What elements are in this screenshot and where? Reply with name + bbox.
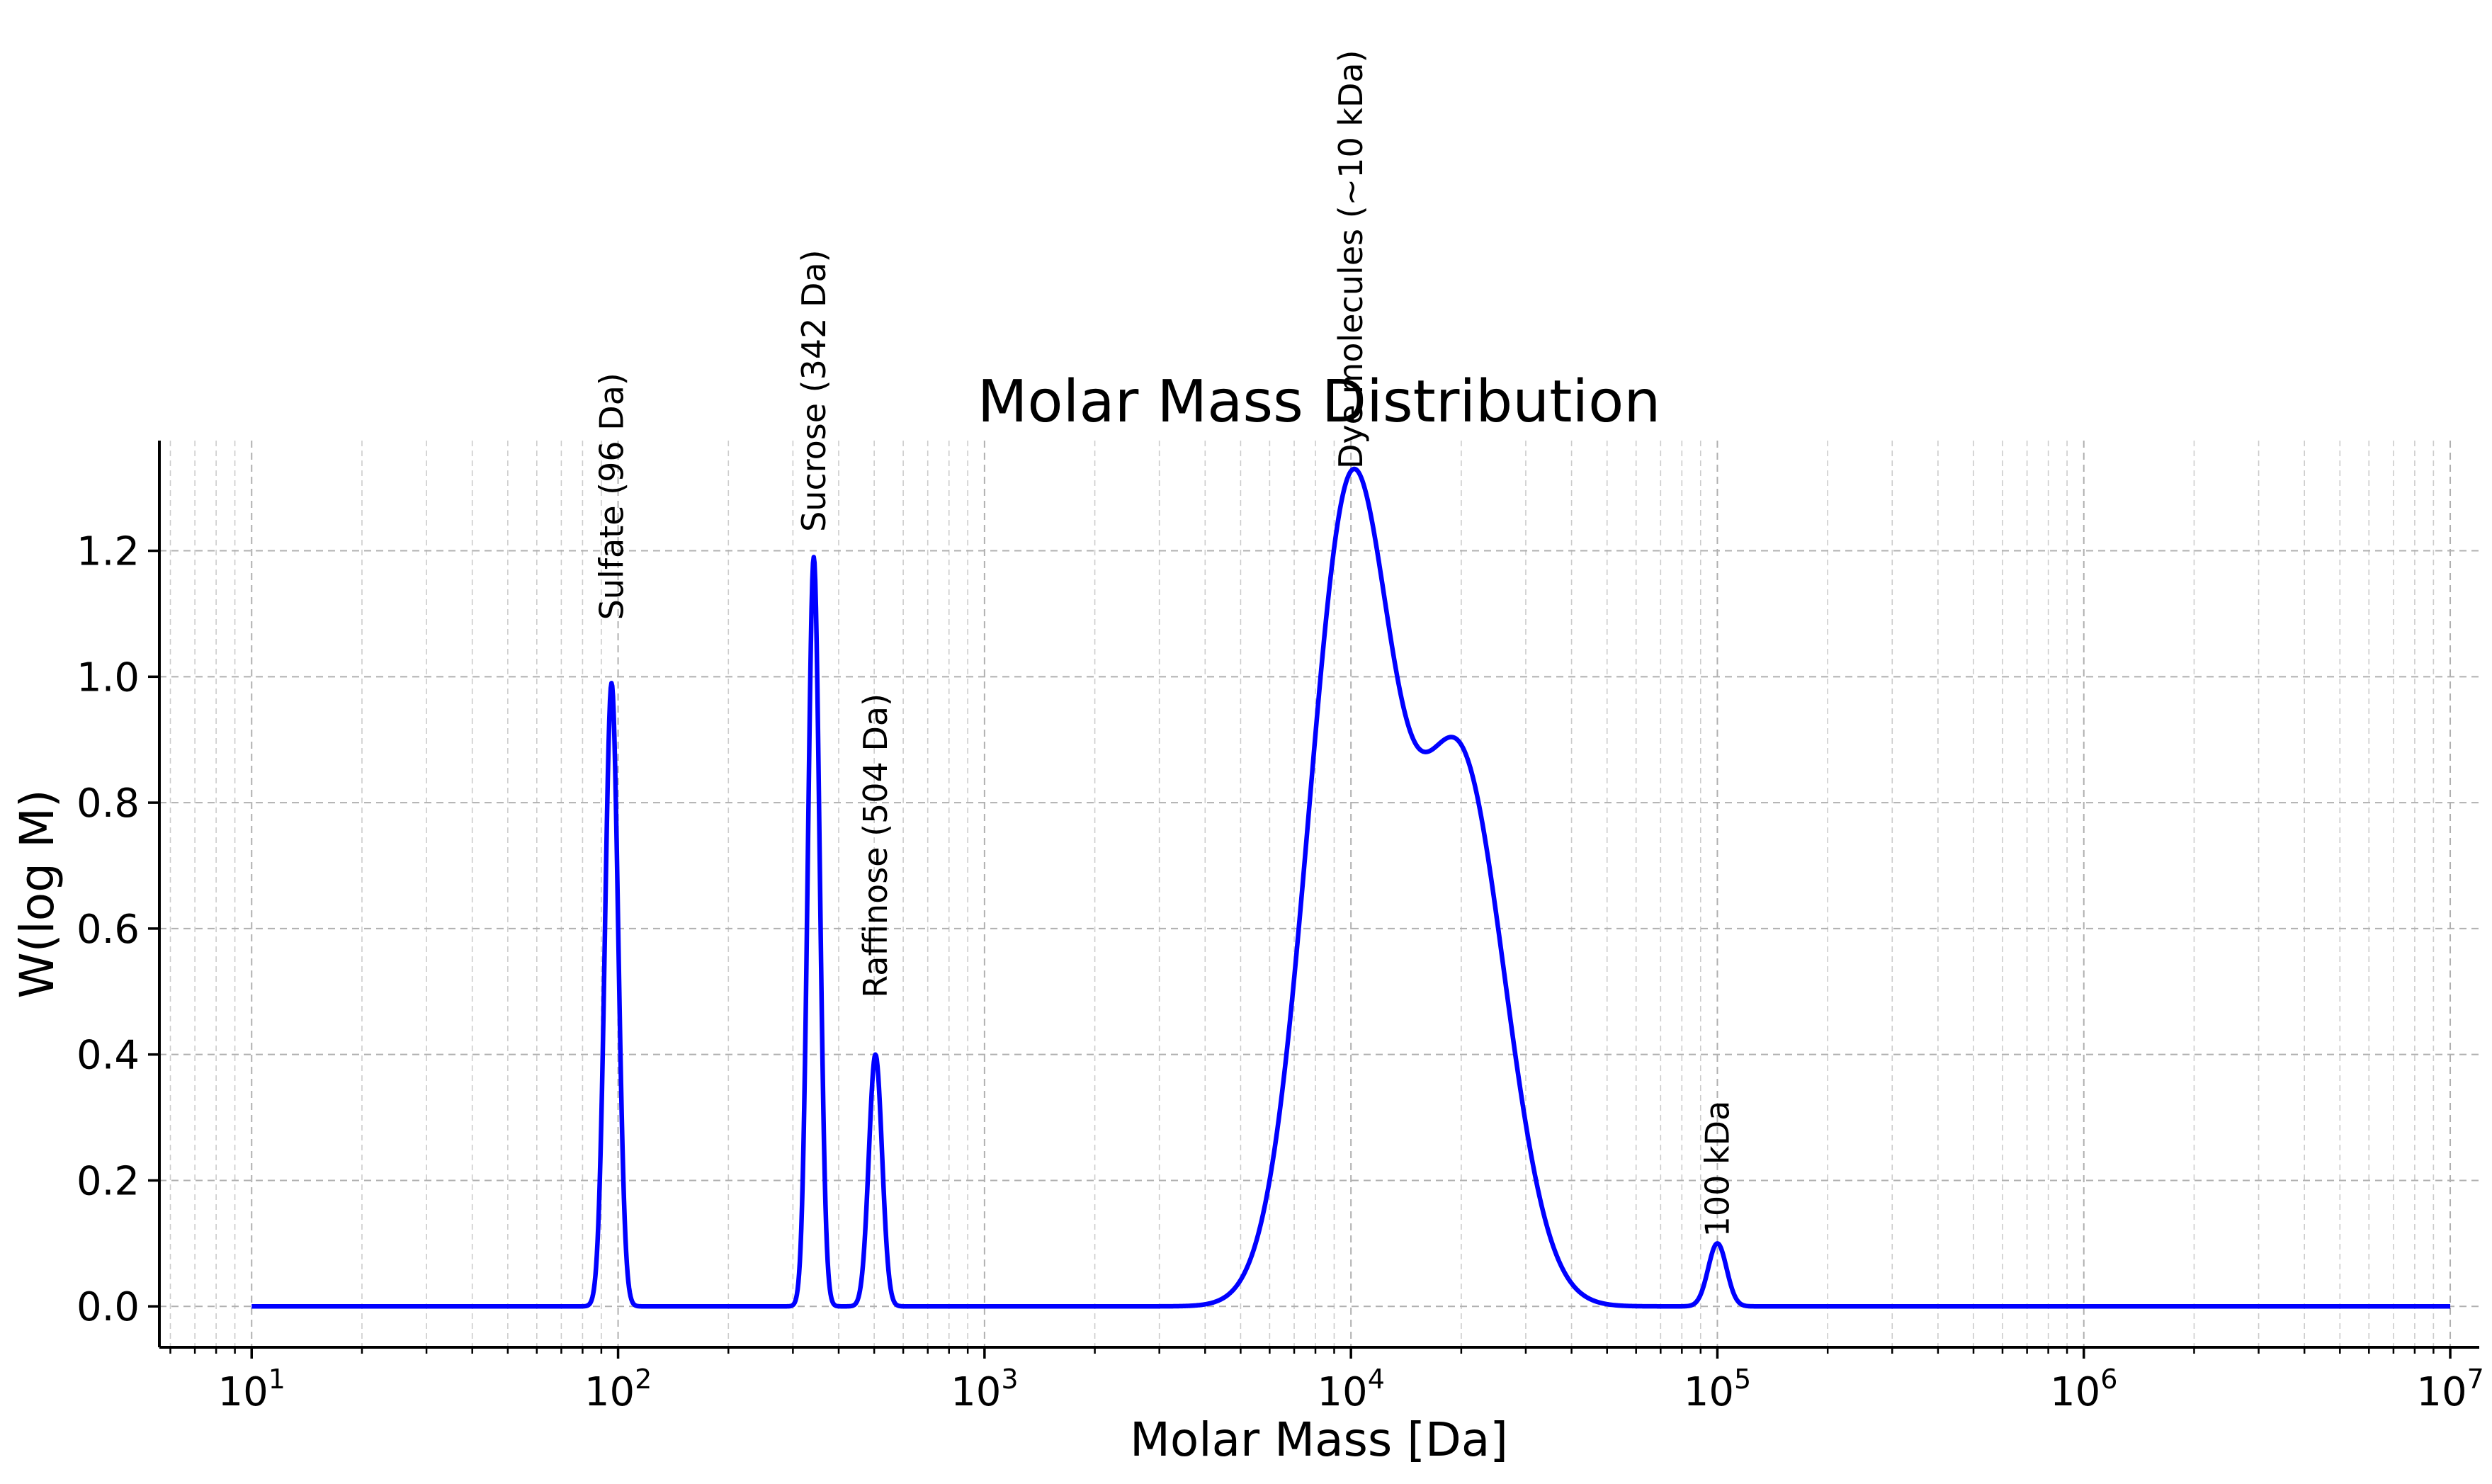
x-tick-label: 101 bbox=[218, 1364, 285, 1415]
x-tick-label: 102 bbox=[584, 1364, 652, 1415]
annotation-layer: Sulfate (96 Da) Sucrose (342 Da) Raffinose… bbox=[592, 50, 1736, 1237]
grid-layer bbox=[159, 441, 2479, 1347]
y-tick-label: 1.2 bbox=[77, 529, 140, 575]
peak-annotation: Raffinose (504 Da) bbox=[856, 693, 895, 998]
peak-annotation: Sulfate (96 Da) bbox=[592, 373, 630, 620]
x-tick-label: 106 bbox=[2050, 1364, 2117, 1415]
y-tick-label: 0.2 bbox=[77, 1158, 140, 1204]
y-tick-label: 0.6 bbox=[77, 907, 140, 953]
y-tick-label: 0.0 bbox=[77, 1284, 140, 1330]
y-tick-label: 0.8 bbox=[77, 781, 140, 827]
x-tick-label: 105 bbox=[1684, 1364, 1751, 1415]
axes-spines bbox=[158, 441, 2479, 1349]
peak-annotation: 100 kDa bbox=[1698, 1101, 1736, 1237]
y-axis-label: W(log M) bbox=[10, 789, 64, 998]
y-tick-label: 1.0 bbox=[77, 655, 140, 701]
peak-annotation: Sucrose (342 Da) bbox=[795, 249, 833, 532]
x-tick-label: 107 bbox=[2416, 1364, 2483, 1415]
peak-annotation: Dye molecules (~10 kDa) bbox=[1332, 50, 1370, 469]
x-axis-label: Molar Mass [Da] bbox=[1130, 1412, 1508, 1467]
x-tick-label: 104 bbox=[1317, 1364, 1384, 1415]
chart-title: Molar Mass Distribution bbox=[978, 368, 1661, 436]
distribution-line bbox=[250, 466, 2452, 1309]
x-tick-label: 103 bbox=[951, 1364, 1018, 1415]
tick-layer: 101 102 103 104 105 106 107 0.0 0.2 0.4 0.6 0.8 1.0 1… bbox=[77, 529, 2484, 1415]
y-tick-label: 0.4 bbox=[77, 1033, 140, 1079]
